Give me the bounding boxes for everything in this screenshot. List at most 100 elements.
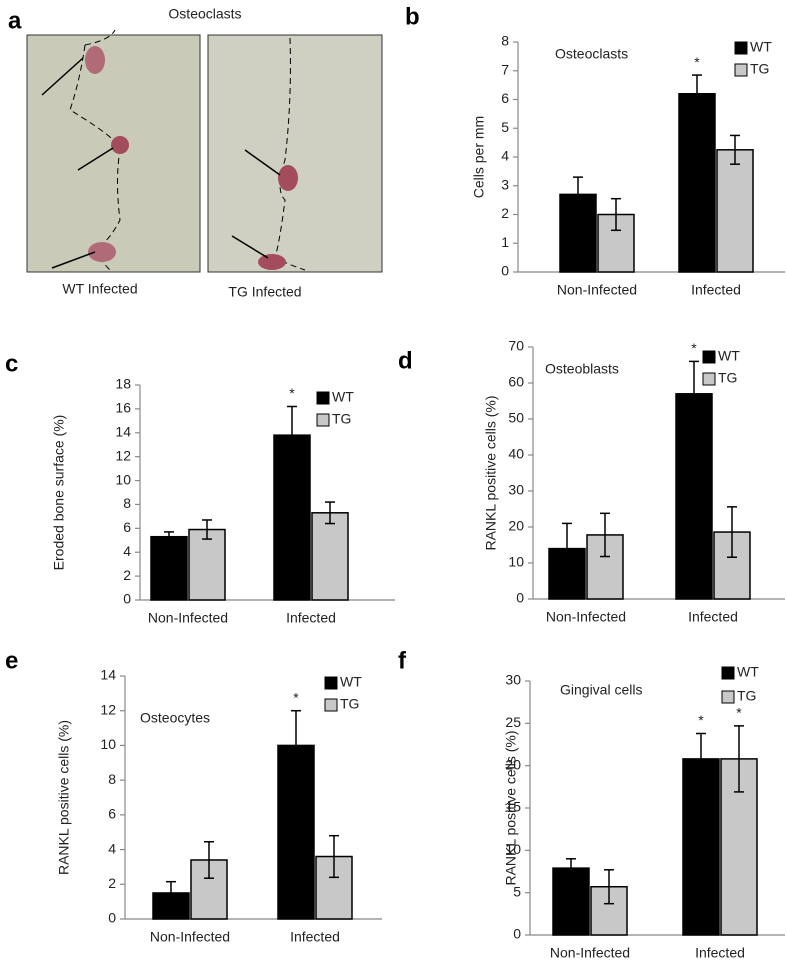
significance-star: * (691, 340, 697, 356)
bone-outline (274, 37, 306, 271)
y-tick-label: 6 (123, 519, 131, 535)
bar (188, 528, 226, 601)
legend-label: TG (332, 411, 351, 427)
error-bar (204, 841, 214, 879)
x-tick-label: Non-Infected (550, 945, 630, 961)
y-tick-label: 14 (115, 423, 131, 439)
legend-swatch (316, 391, 330, 405)
arrow (41, 57, 114, 269)
cell (85, 46, 105, 74)
x-tick-label: Non-Infected (557, 282, 637, 298)
y-tick-label: 12 (115, 447, 131, 463)
x-tick-label: Non-Infected (150, 929, 230, 945)
chart-title: Osteoclasts (555, 46, 628, 62)
y-tick-label: 6 (501, 90, 509, 106)
significance-star: * (736, 705, 742, 721)
y-tick-label: 0 (123, 591, 131, 607)
y-tick-label: 0 (513, 926, 521, 942)
y-tick-label: 14 (100, 667, 116, 683)
y-tick-label: 0 (501, 263, 509, 279)
chart-panel: e Osteocytes RANKL positive cells (%) 0 2 4 6 8… (5, 647, 382, 945)
y-tick-label: 2 (108, 875, 116, 891)
legend-label: WT (332, 389, 354, 405)
y-tick-label: 50 (508, 410, 524, 426)
y-tick-label: 2 (123, 567, 131, 583)
error-bar (566, 858, 576, 879)
x-tick-label: Infected (290, 929, 340, 945)
y-tick-label: 2 (501, 205, 509, 221)
y-tick-label: 20 (505, 756, 521, 772)
y-tick-label: 5 (501, 119, 509, 135)
y-axis-label: RANKL positive cells (%) (56, 720, 72, 875)
legend-swatch (734, 41, 748, 55)
y-tick-label: 10 (508, 554, 524, 570)
legend-swatch (721, 666, 735, 680)
x-tick-label: Infected (695, 945, 745, 961)
x-tick-label: Infected (286, 610, 336, 626)
error-bar (164, 531, 174, 543)
significance-star: * (694, 54, 700, 70)
panel-letter: a (8, 7, 22, 34)
error-bar (692, 74, 702, 114)
y-tick-label: 4 (501, 148, 509, 164)
chart-panel: d Osteoblasts RANKL positive cells (%) 0 10 2… (398, 338, 785, 625)
y-tick-label: 12 (100, 701, 116, 717)
y-tick-label: 3 (501, 176, 509, 192)
chart-panel: c Eroded bone surface (%) 0 2 4 6 8 10 12 14 16 18 N… (5, 350, 395, 626)
y-tick-label: 30 (508, 482, 524, 498)
cell (258, 254, 286, 270)
micrograph (207, 34, 383, 273)
y-tick-label: 5 (513, 883, 521, 899)
legend-label: WT (737, 664, 759, 680)
chart-title: Gingival cells (560, 682, 642, 698)
legend-swatch (324, 698, 338, 712)
chart-panel: b Osteoclasts Cells per mm 0 1 2 3 4 5 6 7 8 Non-Inf… (405, 3, 785, 298)
y-tick-label: 70 (508, 338, 524, 354)
y-tick-label: 6 (108, 806, 116, 822)
panel-a: a Osteoclasts WT Infected TG Infected (8, 6, 383, 300)
x-tick-label: Non-Infected (148, 610, 228, 626)
bar (675, 393, 713, 600)
error-bar (696, 732, 706, 786)
panel-letter: e (5, 647, 18, 674)
y-tick-label: 40 (508, 446, 524, 462)
y-tick-label: 7 (501, 61, 509, 77)
error-bar (329, 834, 339, 879)
error-bar (166, 880, 176, 905)
bar (678, 93, 716, 273)
error-bar (727, 506, 737, 558)
y-tick-label: 16 (115, 400, 131, 416)
legend-swatch (721, 690, 735, 704)
panel-letter: c (5, 350, 18, 377)
error-bar (604, 869, 614, 905)
error-bar (325, 501, 335, 525)
legend-swatch (702, 372, 716, 386)
error-bar (730, 134, 740, 165)
bar (311, 512, 349, 601)
arrow (231, 149, 281, 259)
panel-title: Osteoclasts (168, 6, 241, 22)
legend-label: TG (718, 370, 737, 386)
x-tick-label: Non-Infected (546, 609, 626, 625)
y-tick-label: 20 (508, 518, 524, 534)
panel-letter: f (398, 647, 407, 674)
significance-star: * (289, 385, 295, 401)
legend-label: TG (750, 61, 769, 77)
error-bar (287, 405, 297, 465)
y-tick-label: 10 (100, 736, 116, 752)
error-bar (202, 519, 212, 540)
y-axis-label: Eroded bone surface (%) (51, 415, 67, 571)
y-tick-label: 1 (501, 234, 509, 250)
error-bar (573, 176, 583, 213)
legend-label: WT (340, 674, 362, 690)
legend-label: TG (737, 688, 756, 704)
chart-title: Osteocytes (140, 710, 210, 726)
y-tick-label: 4 (108, 840, 116, 856)
x-tick-label: Infected (688, 609, 738, 625)
legend-swatch (734, 63, 748, 77)
error-bar (291, 709, 301, 781)
y-tick-label: 8 (108, 771, 116, 787)
cell (111, 136, 129, 154)
error-bar (562, 522, 572, 575)
